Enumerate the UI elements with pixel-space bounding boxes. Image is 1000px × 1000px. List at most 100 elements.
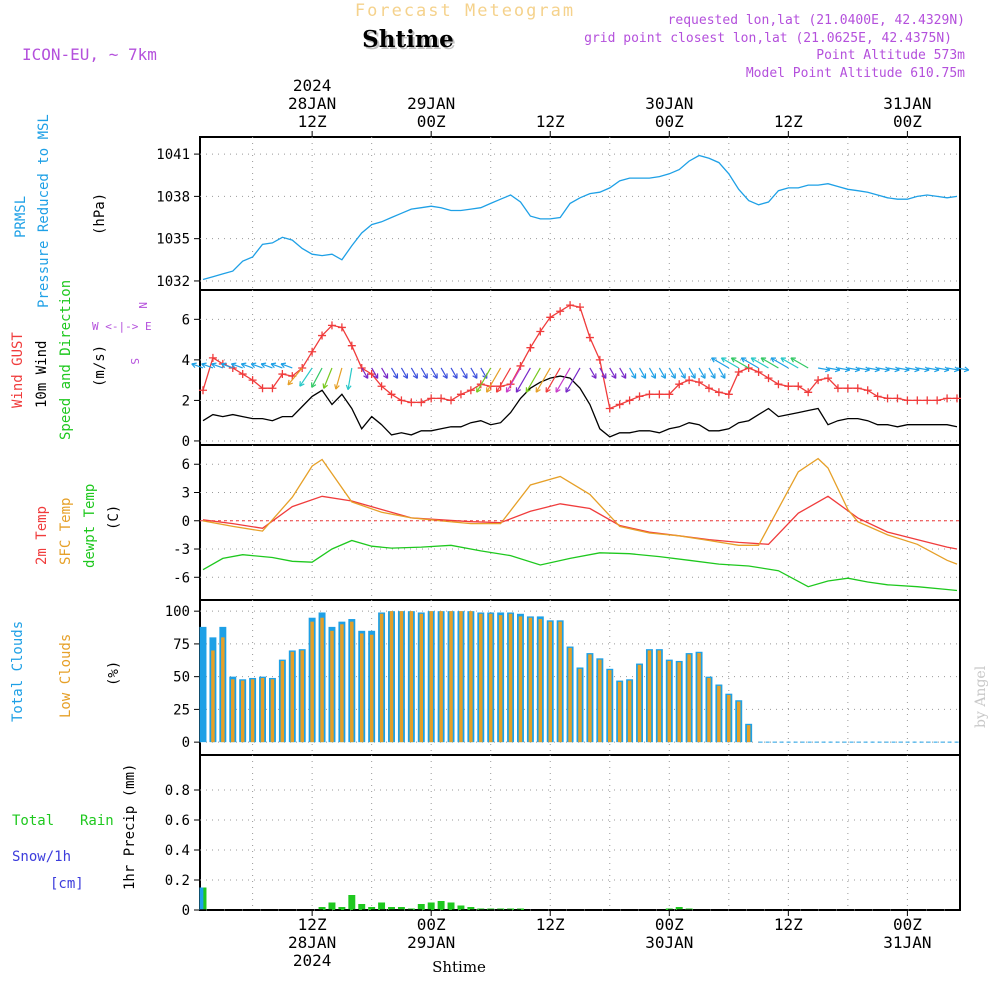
wind-arrow — [565, 367, 581, 393]
low-clouds-label: Low Clouds — [58, 634, 74, 718]
y-tick-label: 3 — [182, 486, 190, 502]
bar-low-clouds — [608, 670, 612, 743]
bottom-time-label: 00Z — [417, 915, 446, 934]
wind-arrow — [770, 357, 789, 369]
y-tick-label: 0 — [182, 514, 190, 530]
wind-arrow-head — [250, 362, 257, 369]
wind-arrow-head — [621, 373, 627, 379]
wind-arrow-head — [211, 362, 217, 369]
bar-low-clouds — [290, 651, 295, 743]
bar-low-clouds — [231, 679, 235, 743]
bar-low-clouds — [399, 611, 404, 743]
bar-precip — [467, 907, 475, 910]
gust-marker — [883, 394, 892, 403]
wind-arrow-head — [486, 387, 492, 393]
gust-marker — [724, 390, 733, 399]
gust-marker — [377, 382, 386, 391]
prmsl-label: PRMSL — [13, 196, 29, 238]
gust-marker — [437, 394, 446, 403]
wind-arrow — [639, 367, 647, 379]
bar-low-clouds — [389, 611, 394, 743]
wind-arrow-head — [690, 373, 696, 379]
y-tick-label: 0 — [182, 903, 190, 919]
gust-marker — [873, 392, 882, 401]
gust-marker — [913, 396, 922, 405]
y-tick-label: 0 — [182, 434, 190, 450]
panel-1: 0 2 4 6 — [182, 289, 970, 450]
bar-low-clouds — [310, 621, 314, 743]
location-title-shadow: Shtime — [364, 28, 456, 55]
wind-arrow — [847, 367, 860, 371]
wind-arrow — [440, 367, 448, 379]
bar-precip — [417, 904, 425, 910]
bar-precip — [328, 902, 336, 910]
wind-arrow-head — [963, 366, 970, 373]
panel-frame — [199, 136, 961, 291]
wind-arrow-head — [770, 357, 777, 363]
wind-arrow — [371, 367, 379, 379]
wind-arrow-head — [240, 362, 247, 369]
wind-arrow — [505, 367, 521, 393]
wind-unit-label: (m/s) — [92, 345, 108, 387]
wind-arrow — [191, 363, 204, 369]
wind-arrow — [619, 367, 627, 379]
wind-arrow — [599, 367, 607, 379]
gust-marker — [546, 313, 555, 322]
bar-low-clouds — [211, 650, 215, 743]
bar-low-clouds — [419, 613, 423, 743]
wind-arrow — [750, 357, 769, 369]
wind-arrow — [956, 367, 969, 371]
bottom-time-label: 30JAN — [645, 933, 693, 952]
wind-arrow — [887, 367, 900, 371]
precip-unit-label: 1hr Precip (mm) — [122, 764, 138, 890]
wind-arrow — [450, 367, 458, 379]
wind-arrow-head — [402, 373, 409, 379]
wind-arrow-head — [322, 383, 328, 389]
wind-arrow — [515, 367, 531, 393]
wind-arrow-head — [525, 387, 531, 393]
wind-arrow-head — [631, 373, 637, 379]
pressure-msl-label: Pressure Reduced to MSL — [36, 114, 52, 308]
wind-arrow — [221, 363, 233, 369]
gust-marker — [685, 376, 694, 385]
bar-precip — [427, 902, 435, 910]
bar-low-clouds — [240, 680, 245, 743]
series-line-10m-wind — [202, 375, 958, 438]
bar-precip — [447, 902, 455, 910]
wind-arrow-head — [334, 384, 340, 390]
wind-arrow-head — [640, 373, 647, 379]
gust-marker — [714, 388, 723, 397]
bar-low-clouds — [558, 621, 562, 743]
wind-arrow-head — [311, 382, 317, 388]
wind-arrow-head — [221, 362, 227, 369]
gust-marker — [417, 398, 426, 407]
top-time-label: 00Z — [655, 112, 684, 131]
wind-arrow — [381, 367, 389, 379]
gust-marker — [327, 321, 336, 330]
gust-marker — [466, 386, 475, 395]
gust-marker — [208, 353, 217, 362]
wind-arrow — [486, 367, 502, 393]
gust-marker — [833, 384, 842, 393]
gust-marker — [734, 368, 743, 377]
wind-arrow — [927, 367, 940, 371]
gust-marker — [615, 400, 624, 409]
wind-gust-label: Wind GUST — [10, 332, 26, 408]
wind-arrow-head — [545, 387, 551, 393]
gust-marker — [585, 333, 594, 342]
wind-arrow — [335, 367, 343, 390]
wind-arrow — [201, 363, 214, 369]
wind-arrow — [708, 367, 716, 379]
wind-arrow-head — [515, 387, 521, 393]
bar-precip — [457, 905, 465, 910]
bar-precip — [437, 901, 445, 910]
gust-marker — [318, 331, 327, 340]
wind-arrow-head — [363, 373, 369, 379]
gust-marker — [248, 376, 257, 385]
panel-0: 1032 1035 1038 1041 — [156, 136, 961, 291]
wind-arrow-head — [740, 357, 747, 363]
wind-arrow — [400, 367, 408, 379]
point-altitude: Point Altitude 573m — [816, 48, 965, 63]
wind-arrow-head — [412, 373, 418, 379]
gust-marker — [943, 394, 952, 403]
